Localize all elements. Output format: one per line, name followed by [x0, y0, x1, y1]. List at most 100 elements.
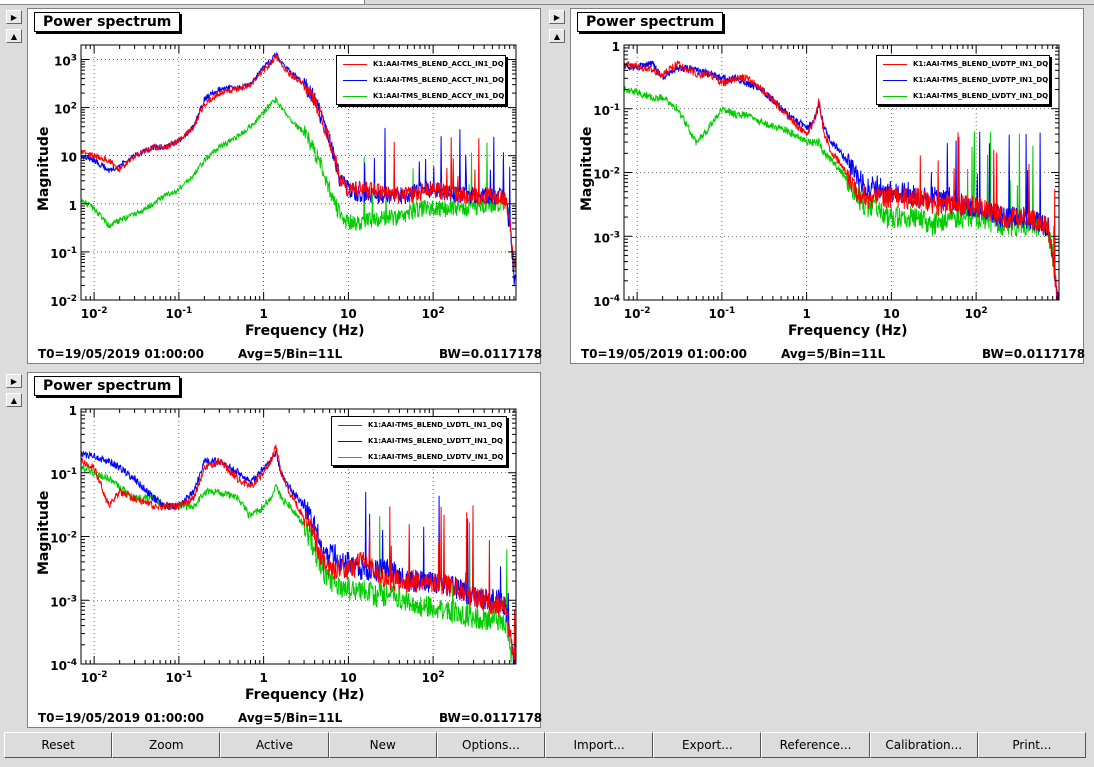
chart-3-legend: K1:AAI-TMS_BLEND_LVDTL_IN1_DQ K1:AAI-TMS… [331, 416, 507, 466]
legend-swatch [343, 95, 367, 97]
pad-2-title: Power spectrum [577, 12, 724, 32]
chart-2-xlabel: Frequency (Hz) [788, 323, 908, 339]
tick-label: 10-1 [709, 306, 736, 321]
legend-label: K1:AAI-TMS_BLEND_LVDTP_IN1_DQ [913, 60, 1049, 68]
tick-label: 10-1 [50, 246, 77, 261]
legend-entry: K1:AAI-TMS_BLEND_ACCL_IN1_DQ [337, 56, 505, 72]
tick-label: 102 [422, 306, 445, 321]
tick-label: 10-1 [166, 306, 193, 321]
legend-swatch [343, 79, 367, 81]
button-bar: Reset Zoom Active New Options... Import.… [4, 732, 1087, 758]
legend-label: K1:AAI-TMS_BLEND_LVDTY_IN1_DQ [913, 92, 1049, 100]
reset-button[interactable]: Reset [4, 732, 113, 758]
tick-label: 103 [54, 53, 77, 68]
tick-label: 10-2 [81, 670, 108, 685]
legend-swatch [343, 63, 367, 65]
chart-3-footer-bw: BW=0.0117178 [439, 711, 543, 725]
tick-label: 10-2 [624, 306, 651, 321]
tick-label: 102 [422, 670, 445, 685]
tick-label: 1 [69, 404, 77, 418]
reference-button[interactable]: Reference... [761, 732, 870, 758]
legend-entry: K1:AAI-TMS_BLEND_LVDTP_IN1_DQ [877, 56, 1049, 72]
series-line-2 [81, 450, 516, 664]
chart-3-footer-avg: Avg=5/Bin=11L [238, 711, 343, 725]
series-line-1 [81, 54, 516, 273]
chart-1-legend: K1:AAI-TMS_BLEND_ACCL_IN1_DQ K1:AAI-TMS_… [336, 55, 506, 105]
legend-label: K1:AAI-TMS_BLEND_LVDTL_IN1_DQ [368, 421, 503, 429]
legend-entry: K1:AAI-TMS_BLEND_LVDTT_IN1_DQ [332, 433, 506, 449]
chart-3[interactable]: 10-2 10-1 1 10 102 10-4 10-3 10-2 10-1 1 [28, 373, 542, 729]
series-line-1 [81, 444, 516, 664]
legend-swatch [338, 440, 362, 442]
legend-label: K1:AAI-TMS_BLEND_LVDTT_IN1_DQ [368, 437, 503, 445]
legend-swatch [883, 95, 907, 97]
pad-3[interactable]: Power spectrum 10-2 10-1 1 10 102 10-4 10-3 10-… [27, 372, 543, 729]
series-line-2 [624, 60, 1059, 300]
legend-swatch [338, 456, 362, 458]
legend-label: K1:AAI-TMS_BLEND_ACCL_IN1_DQ [373, 60, 504, 68]
pad1-next-arrow[interactable]: ▶ [6, 10, 22, 24]
chart-2-legend: K1:AAI-TMS_BLEND_LVDTP_IN1_DQ K1:AAI-TMS… [876, 55, 1050, 105]
tick-label: 10-4 [50, 658, 77, 673]
legend-label: K1:AAI-TMS_BLEND_ACCT_IN1_DQ [373, 76, 505, 84]
series-line-2 [81, 51, 516, 285]
pad3-up-arrow[interactable]: ▲ [6, 393, 22, 407]
pad3-next-arrow[interactable]: ▶ [6, 374, 22, 388]
pad1-up-arrow[interactable]: ▲ [6, 29, 22, 43]
chart-2-footer-avg: Avg=5/Bin=11L [781, 347, 886, 361]
tick-label: 10-1 [50, 467, 77, 482]
active-button[interactable]: Active [220, 732, 329, 758]
pad2-next-arrow[interactable]: ▶ [549, 10, 565, 24]
chart-1-footer-bw: BW=0.0117178 [439, 347, 543, 361]
legend-swatch [883, 79, 907, 81]
chart-2-footer-t0: T0=19/05/2019 01:00:00 [581, 347, 748, 361]
new-button[interactable]: New [328, 732, 437, 758]
tick-label: 1 [612, 40, 620, 54]
tick-label: 10-2 [50, 294, 77, 309]
chart-2-footer-bw: BW=0.0117178 [982, 347, 1086, 361]
export-button[interactable]: Export... [653, 732, 762, 758]
chart-1-footer-t0: T0=19/05/2019 01:00:00 [38, 347, 205, 361]
zoom-button[interactable]: Zoom [112, 732, 221, 758]
tick-label: 102 [54, 102, 77, 117]
legend-entry: K1:AAI-TMS_BLEND_LVDTV_IN1_DQ [332, 449, 506, 465]
tick-label: 1 [259, 307, 267, 321]
legend-swatch [883, 63, 907, 65]
chart-2-ylabel: Magnitude [579, 126, 595, 211]
chart-3-ylabel: Magnitude [36, 490, 52, 575]
legend-entry: K1:AAI-TMS_BLEND_ACCY_IN1_DQ [337, 88, 505, 104]
tick-label: 1 [802, 307, 810, 321]
import-button[interactable]: Import... [545, 732, 654, 758]
plot-frame [80, 44, 517, 301]
legend-entry: K1:AAI-TMS_BLEND_LVDTL_IN1_DQ [332, 417, 506, 433]
pad-1[interactable]: Power spectrum 10-2 10-1 1 10 102 10-2 10-1 1 10… [27, 8, 543, 365]
calibration-button[interactable]: Calibration... [869, 732, 978, 758]
series-line-1 [624, 60, 1059, 300]
tick-label: 10 [883, 307, 900, 321]
tick-label: 10 [340, 307, 357, 321]
tick-label: 10-2 [50, 531, 77, 546]
legend-label: K1:AAI-TMS_BLEND_LVDTP_IN1_DQ [913, 76, 1049, 84]
print-button[interactable]: Print... [977, 732, 1087, 758]
chart-1[interactable]: 10-2 10-1 1 10 102 10-2 10-1 1 10 102 103 [28, 9, 542, 365]
legend-swatch [338, 424, 362, 426]
chart-2[interactable]: 10-2 10-1 1 10 102 10-4 10-3 10-2 10-1 1 [571, 9, 1085, 365]
pad2-up-arrow[interactable]: ▲ [549, 29, 565, 43]
pad-3-title: Power spectrum [34, 376, 181, 396]
pad-2[interactable]: Power spectrum 10-2 10-1 1 10 102 10-4 10-3 10-… [570, 8, 1086, 365]
top-strip-segment [264, 0, 365, 4]
legend-entry: K1:AAI-TMS_BLEND_LVDTP_IN1_DQ [877, 72, 1049, 88]
top-strip-segment [164, 0, 265, 4]
options-button[interactable]: Options... [436, 732, 546, 758]
tick-label: 1 [69, 199, 77, 213]
tick-label: 10-4 [593, 294, 620, 309]
tick-label: 10-1 [166, 670, 193, 685]
legend-entry: K1:AAI-TMS_BLEND_ACCT_IN1_DQ [337, 72, 505, 88]
top-strip-segment [0, 0, 41, 4]
series-line-3 [81, 96, 516, 271]
chart-3-footer-t0: T0=19/05/2019 01:00:00 [38, 711, 205, 725]
tick-label: 10-3 [593, 230, 620, 245]
top-strip [0, 0, 1094, 5]
legend-label: K1:AAI-TMS_BLEND_ACCY_IN1_DQ [373, 92, 505, 100]
tick-label: 10-3 [50, 594, 77, 609]
